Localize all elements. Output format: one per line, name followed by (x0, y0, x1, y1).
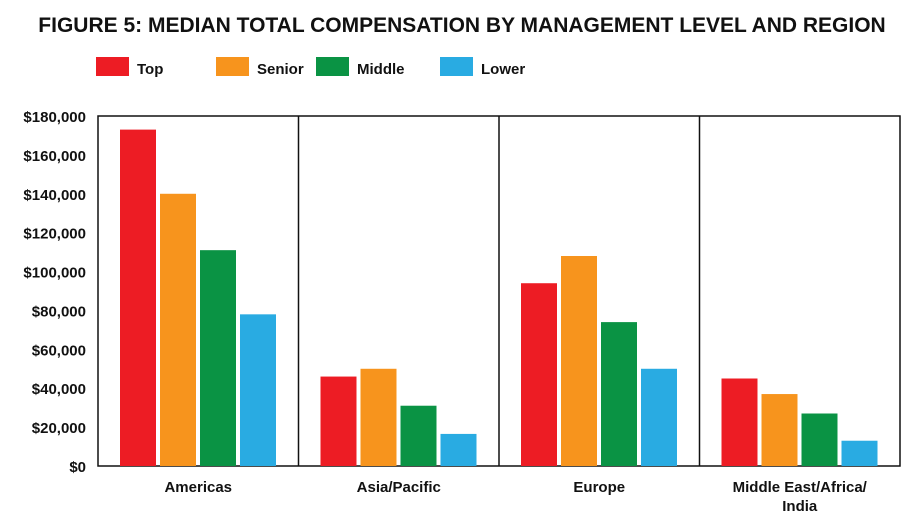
bar-top-middle-east-africa-india (721, 378, 758, 466)
bar-top-asia-pacific (320, 376, 357, 466)
x-category-label: India (782, 498, 818, 515)
legend-swatch-top (96, 57, 129, 76)
y-tick-label: $160,000 (23, 148, 86, 165)
bar-senior-americas (160, 193, 196, 466)
bar-lower-americas (240, 314, 276, 466)
bar-middle-americas (200, 250, 236, 466)
legend-label-senior: Senior (257, 61, 304, 78)
y-tick-label: $80,000 (32, 303, 86, 320)
legend: Top Senior Middle Lower (96, 57, 525, 78)
plot-area (97, 115, 901, 467)
y-tick-label: $120,000 (23, 226, 86, 243)
legend-label-middle: Middle (357, 61, 405, 78)
y-tick-label: $40,000 (32, 381, 86, 398)
x-category-label: Asia/Pacific (357, 479, 441, 496)
x-axis: Americas Asia/Pacific Europe Middle East/Af… (164, 479, 867, 515)
bar-senior-europe (561, 256, 597, 466)
y-tick-label: $140,000 (23, 187, 86, 204)
legend-label-top: Top (137, 61, 163, 78)
y-tick-label: $20,000 (32, 420, 86, 437)
bar-lower-europe (641, 368, 677, 466)
bar-lower-middle-east-africa-india (841, 440, 878, 466)
y-tick-label: $100,000 (23, 265, 86, 282)
y-tick-label: $0 (69, 459, 86, 476)
chart-title: FIGURE 5: MEDIAN TOTAL COMPENSATION BY M… (38, 14, 885, 37)
bar-middle-asia-pacific (400, 405, 437, 466)
bar-top-europe (521, 283, 557, 466)
y-axis: $0 $20,000 $40,000 $60,000 $80,000 $100,000 $1… (23, 109, 86, 476)
bar-senior-middle-east-africa-india (761, 394, 798, 466)
y-tick-label: $180,000 (23, 109, 86, 126)
x-category-label: Europe (573, 479, 625, 496)
bar-top-americas (120, 129, 156, 466)
y-tick-label: $60,000 (32, 342, 86, 359)
bar-senior-asia-pacific (360, 368, 397, 466)
bar-lower-asia-pacific (440, 433, 477, 466)
x-category-label: Middle East/Africa/ (733, 479, 868, 496)
legend-swatch-senior (216, 57, 249, 76)
bar-middle-middle-east-africa-india (801, 413, 838, 466)
x-category-label: Americas (164, 479, 232, 496)
legend-swatch-lower (440, 57, 473, 76)
legend-swatch-middle (316, 57, 349, 76)
bar-middle-europe (601, 322, 637, 466)
legend-label-lower: Lower (481, 61, 525, 78)
